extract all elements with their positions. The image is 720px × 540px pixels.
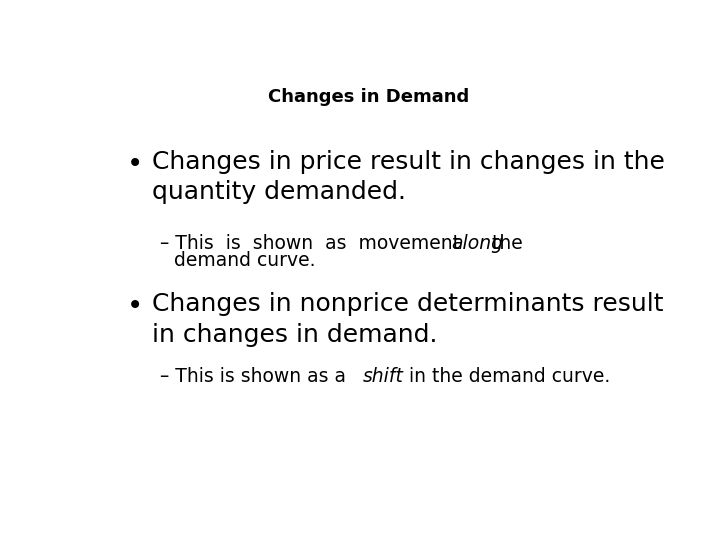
- Text: the: the: [480, 234, 523, 253]
- Text: demand curve.: demand curve.: [174, 251, 315, 270]
- Text: Changes in price result in changes in the
quantity demanded.: Changes in price result in changes in th…: [152, 150, 665, 204]
- Text: – This is shown as a: – This is shown as a: [160, 367, 352, 386]
- Text: Changes in Demand: Changes in Demand: [269, 88, 469, 106]
- Text: – This  is  shown  as  movement: – This is shown as movement: [160, 234, 466, 253]
- Text: shift: shift: [363, 367, 403, 386]
- Text: •: •: [127, 292, 143, 320]
- Text: along: along: [451, 234, 503, 253]
- Text: Changes in nonprice determinants result
in changes in demand.: Changes in nonprice determinants result …: [152, 292, 664, 347]
- Text: •: •: [127, 150, 143, 178]
- Text: in the demand curve.: in the demand curve.: [402, 367, 610, 386]
